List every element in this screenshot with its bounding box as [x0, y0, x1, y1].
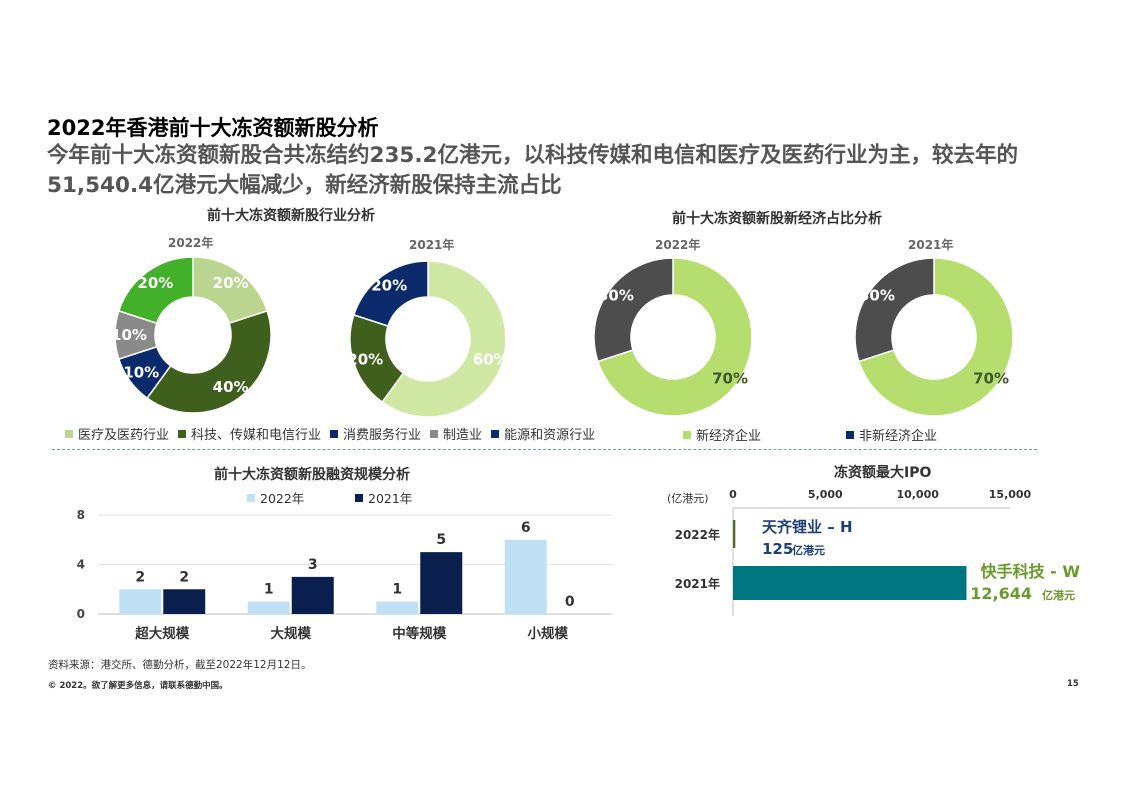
donut-charts: 20% 40% 10% 10% 20% 60% 20% 20% 70% 30% 70% 30% [111, 256, 1014, 418]
donut-3-year-label: 2022年 [655, 238, 701, 252]
legend-label: 能源和资源行业 [504, 428, 596, 443]
donut-slice-label: 40% [213, 378, 249, 396]
x-category-label: 中等规模 [392, 625, 446, 642]
section-divider [52, 449, 1037, 450]
ipo-2021-value: 12,644 [970, 584, 1032, 603]
bar-2021 [420, 552, 463, 614]
donut-slice [596, 257, 753, 417]
donut-slice-label: 30% [859, 287, 895, 305]
donut-slice-label: 70% [712, 369, 748, 387]
legend-item-healthcare: 医疗及医药行业 [65, 424, 169, 443]
donut-1-year-label: 2022年 [168, 236, 214, 250]
y-tick-label: 0 [77, 607, 85, 621]
x-tick-label: 0 [729, 488, 737, 501]
donut-2-year-label: 2021年 [409, 238, 455, 252]
legend-label: 2022年 [260, 491, 305, 506]
ipo-bar-2022 [733, 520, 736, 548]
copyright: © 2022。欲了解更多信息，请联系德勤中国。 [48, 681, 228, 691]
page-title: 2022年香港前十大冻资额新股分析 [47, 116, 379, 140]
donut-4-year-label: 2021年 [908, 238, 954, 252]
y-category-label: 2021年 [675, 576, 720, 591]
ipo-2022-value: 125 [762, 540, 793, 558]
ipo-bar-2021 [733, 566, 967, 600]
ipo-chart-title: 冻资额最大IPO [834, 465, 932, 481]
legend-label: 新经济企业 [696, 429, 762, 444]
x-tick-label: 15,000 [989, 488, 1032, 501]
y-category-label: 2022年 [675, 527, 720, 542]
bar-2022 [376, 601, 419, 614]
page-number: 15 [1067, 679, 1079, 689]
legend-label: 非新经济企业 [859, 429, 938, 444]
bar-2021 [163, 589, 206, 614]
donut-slice-label: 30% [598, 287, 634, 305]
page-subtitle: 今年前十大冻资额新股合共冻结约235.2亿港元，以科技传媒和电信和医疗及医药行业… [47, 143, 1019, 198]
bar-data-label: 1 [264, 582, 274, 598]
donut-slice-label: 10% [111, 326, 147, 344]
legend-label: 医疗及医药行业 [78, 428, 170, 443]
donut-slice-label: 20% [213, 274, 249, 292]
donut-slice-label: 20% [371, 277, 407, 295]
ipo-unit-label: (亿港元) [667, 492, 709, 505]
donut-slice [352, 260, 429, 327]
bar-2022 [247, 601, 290, 614]
x-category-label: 大规模 [271, 625, 312, 642]
neweco-chart-title: 前十大冻资额新股新经济占比分析 [672, 211, 882, 227]
bar-2022 [504, 539, 547, 614]
legend-item-industrial: 制造业 [430, 424, 482, 443]
ipo-2021-company: 快手科技 - W [981, 562, 1081, 581]
bar-data-label: 6 [521, 520, 531, 536]
x-category-label: 小规模 [528, 625, 569, 642]
scale-chart-title: 前十大冻资额新股融资规模分析 [214, 467, 410, 483]
y-tick-label: 8 [77, 508, 85, 522]
ipo-2022-company: 天齐锂业 – H [762, 518, 853, 536]
ipo-2021-unit: 亿港元 [1042, 588, 1075, 602]
donut-slice-label: 20% [347, 350, 383, 368]
donut-slice [854, 257, 935, 363]
legend-label: 制造业 [443, 428, 483, 443]
legend-item-consumer: 消费服务行业 [330, 424, 421, 443]
x-tick-label: 5,000 [808, 488, 843, 501]
y-tick-label: 4 [77, 558, 85, 572]
legend-item-energy: 能源和资源行业 [491, 424, 595, 443]
scale-legend-2021: 2021年 [355, 488, 412, 507]
bar-data-label: 3 [308, 557, 318, 573]
bar-data-label: 1 [392, 582, 402, 598]
donut-slice-label: 70% [973, 369, 1009, 387]
x-category-label: 超大规模 [134, 625, 189, 642]
bar-data-label: 5 [436, 532, 446, 548]
donut-slice-label: 20% [137, 274, 173, 292]
industry-legend: 医疗及医药行业 科技、传媒和电信行业 消费服务行业 制造业 能源和资源行业 [65, 424, 604, 443]
legend-label: 2021年 [368, 491, 413, 506]
donut-slice [381, 260, 507, 418]
donut-slice-label: 10% [123, 364, 159, 382]
ipo-2022-unit: 亿港元 [792, 543, 825, 557]
scale-legend-2022: 2022年 [247, 488, 304, 507]
x-tick-label: 10,000 [896, 488, 939, 501]
donut-slice [593, 257, 674, 363]
legend-label: 科技、传媒和电信行业 [191, 428, 322, 443]
source-note: 资料来源：港交所、德勤分析，截至2022年12月12日。 [48, 659, 312, 671]
donut-slice [857, 257, 1014, 417]
bar-data-label: 2 [179, 569, 189, 585]
donut-slice [146, 309, 272, 414]
donut-slice-label: 60% [473, 350, 509, 368]
bar-data-label: 2 [135, 569, 145, 585]
bar-data-label: 0 [565, 594, 575, 610]
bar-2021 [291, 576, 334, 614]
neweco-legend-new: 新经济企业 [683, 425, 761, 444]
legend-item-tmt: 科技、传媒和电信行业 [178, 424, 321, 443]
neweco-legend-non: 非新经济企业 [846, 425, 937, 444]
bar-2022 [119, 589, 162, 614]
legend-label: 消费服务行业 [343, 428, 422, 443]
scale-bar-chart: 0 4 8 2 2 超大规模 1 3 大规模 1 5 中等规模 6 0 小规模 [77, 508, 612, 642]
donut-slice [117, 256, 194, 325]
industry-chart-title: 前十大冻资额新股行业分析 [207, 208, 375, 224]
